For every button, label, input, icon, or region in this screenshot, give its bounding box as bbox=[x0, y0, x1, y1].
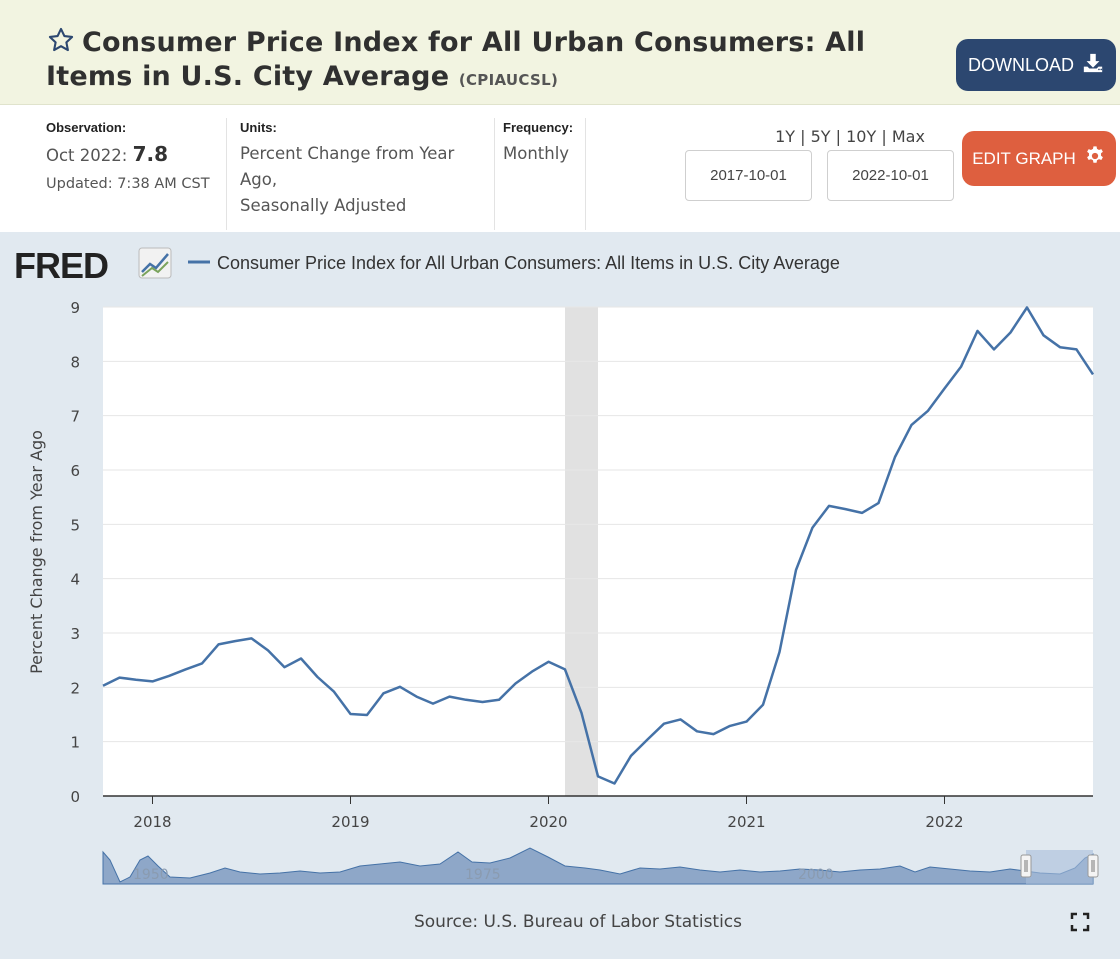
series-id: (CPIAUCSL) bbox=[458, 71, 559, 89]
range-max-link[interactable]: Max bbox=[891, 127, 925, 146]
units-line-3: Seasonally Adjusted bbox=[240, 196, 407, 215]
x-tick-label: 2022 bbox=[925, 813, 963, 831]
navigator[interactable]: 1950 1975 2000 bbox=[102, 847, 1099, 885]
y-tick-label: 2 bbox=[70, 679, 80, 697]
observation-value: 7.8 bbox=[132, 142, 169, 166]
y-tick-label: 1 bbox=[70, 734, 80, 752]
navigator-label: 2000 bbox=[798, 867, 834, 883]
series-title-text: Consumer Price Index for All Urban Consu… bbox=[46, 27, 866, 92]
y-tick-label: 3 bbox=[70, 625, 80, 643]
observation-period: Oct 2022: bbox=[46, 146, 128, 165]
frequency-block: Frequency: Monthly bbox=[503, 120, 573, 167]
navigator-series bbox=[102, 847, 1094, 885]
x-tick-label: 2018 bbox=[133, 813, 171, 831]
fullscreen-icon[interactable] bbox=[1070, 912, 1090, 936]
observation-block: Observation: Oct 2022: 7.8 Updated: 7:38… bbox=[46, 120, 210, 197]
download-button[interactable]: DOWNLOAD bbox=[956, 39, 1116, 91]
observation-line: Oct 2022: 7.8 bbox=[46, 141, 210, 169]
frequency-value: Monthly bbox=[503, 144, 570, 163]
navigator-selection[interactable] bbox=[1026, 850, 1093, 884]
download-label: DOWNLOAD bbox=[967, 54, 1074, 75]
divider bbox=[494, 118, 495, 230]
y-tick-label: 8 bbox=[70, 353, 80, 371]
edit-graph-button[interactable]: EDIT GRAPH bbox=[962, 131, 1116, 186]
observation-label: Observation: bbox=[46, 120, 127, 135]
x-tick-label: 2019 bbox=[331, 813, 369, 831]
y-axis-label: Percent Change from Year Ago bbox=[27, 430, 46, 674]
fred-logo: FRED bbox=[14, 245, 172, 286]
series-title: Consumer Price Index for All Urban Consu… bbox=[46, 26, 946, 96]
y-tick-label: 7 bbox=[70, 408, 80, 426]
divider bbox=[585, 118, 586, 230]
start-date-input[interactable]: 2017-10-01 bbox=[685, 150, 812, 201]
fred-logo-text: FRED bbox=[14, 245, 108, 286]
units-block: Units: Percent Change from Year Ago, Sea… bbox=[240, 120, 454, 219]
y-tick-label: 5 bbox=[70, 516, 80, 534]
series-line bbox=[102, 306, 1095, 785]
download-icon bbox=[1082, 52, 1104, 79]
range-1y-link[interactable]: 1Y bbox=[775, 127, 796, 146]
source-text: Source: U.S. Bureau of Labor Statistics bbox=[414, 912, 742, 932]
x-tick-label: 2020 bbox=[529, 813, 567, 831]
divider bbox=[226, 118, 227, 230]
frequency-label: Frequency: bbox=[503, 120, 574, 135]
gear-icon bbox=[1084, 145, 1106, 172]
units-line-2: Ago, bbox=[240, 170, 278, 189]
units-line-1: Percent Change from Year bbox=[240, 144, 455, 163]
y-tick-label: 9 bbox=[70, 299, 80, 317]
graph-panel: FRED Consumer Price Index for All Urban … bbox=[0, 232, 1120, 959]
navigator-handle-right[interactable] bbox=[1087, 854, 1099, 878]
edit-graph-label: EDIT GRAPH bbox=[972, 148, 1076, 168]
navigator-label: 1975 bbox=[465, 867, 501, 883]
navigator-handle-left[interactable] bbox=[1020, 854, 1032, 878]
y-tick-label: 0 bbox=[70, 788, 80, 806]
navigator-label: 1950 bbox=[133, 867, 169, 883]
range-links: 1Y | 5Y | 10Y | Max bbox=[775, 127, 925, 146]
star-icon[interactable] bbox=[46, 26, 76, 61]
units-label: Units: bbox=[240, 120, 277, 135]
range-5y-link[interactable]: 5Y bbox=[810, 127, 831, 146]
y-tick-label: 6 bbox=[70, 462, 80, 480]
recession-band bbox=[565, 307, 598, 796]
x-tick-label: 2021 bbox=[727, 813, 765, 831]
legend-label: Consumer Price Index for All Urban Consu… bbox=[217, 253, 840, 273]
updated-time: Updated: 7:38 AM CST bbox=[46, 176, 210, 192]
end-date-input[interactable]: 2022-10-01 bbox=[827, 150, 954, 201]
page-header: Consumer Price Index for All Urban Consu… bbox=[0, 0, 1120, 105]
y-tick-label: 4 bbox=[70, 571, 80, 589]
range-10y-link[interactable]: 10Y bbox=[846, 127, 877, 146]
chart: FRED Consumer Price Index for All Urban … bbox=[14, 245, 1099, 932]
